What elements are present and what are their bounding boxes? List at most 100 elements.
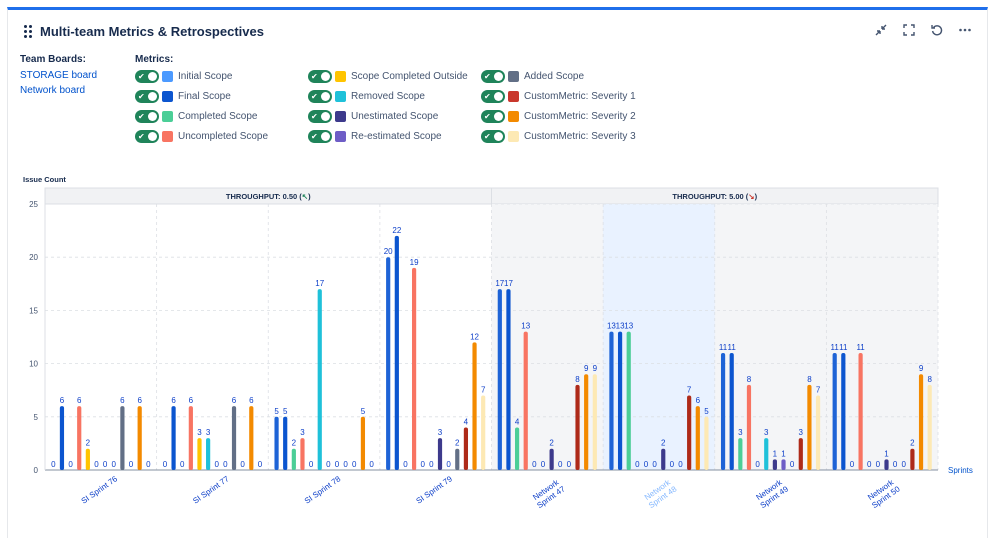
color-swatch (335, 90, 346, 102)
bar (815, 395, 821, 470)
data-label: 0 (352, 460, 357, 469)
bar (437, 438, 443, 470)
bar (188, 406, 193, 470)
data-label: 0 (652, 460, 657, 469)
refresh-icon[interactable] (929, 22, 945, 38)
trend-up-icon: ↖ (302, 192, 308, 201)
data-label: 3 (764, 428, 769, 437)
data-label: 0 (558, 460, 563, 469)
data-label: 9 (919, 364, 924, 373)
fullscreen-icon[interactable] (901, 22, 917, 38)
toggle-switch[interactable]: ✔ (481, 69, 505, 83)
toggle-switch[interactable]: ✔ (135, 69, 159, 83)
toggle-switch[interactable]: ✔ (135, 129, 159, 143)
y-tick-label: 10 (29, 360, 38, 369)
bar (171, 406, 176, 470)
data-label: 2 (86, 439, 91, 448)
bar (497, 289, 502, 470)
metric-label: CustomMetric: Severity 3 (524, 130, 636, 142)
bar (523, 331, 528, 470)
toggle-switch[interactable]: ✔ (481, 129, 505, 143)
bar (695, 406, 700, 470)
data-label: 3 (300, 428, 305, 437)
data-label: 5 (274, 407, 279, 416)
bar (764, 438, 769, 470)
data-label: 2 (661, 439, 666, 448)
color-swatch (335, 110, 346, 122)
color-swatch (162, 130, 173, 142)
trend-down-icon: ↘ (748, 192, 754, 201)
data-label: 8 (747, 375, 752, 384)
data-label: 0 (146, 460, 151, 469)
toggle-switch[interactable]: ✔ (308, 89, 332, 103)
team-boards-label: Team Boards: (20, 54, 86, 65)
more-icon[interactable] (957, 22, 973, 38)
data-label: 1 (773, 449, 778, 458)
toggle-switch[interactable]: ✔ (481, 109, 505, 123)
bar (549, 448, 554, 470)
toggle-switch[interactable]: ✔ (481, 89, 505, 103)
data-label: 0 (403, 460, 408, 469)
bar (317, 289, 322, 470)
bar (291, 448, 296, 470)
toggle-switch[interactable]: ✔ (308, 69, 332, 83)
data-label: 9 (584, 364, 589, 373)
data-label: 4 (464, 417, 469, 426)
bar (197, 438, 202, 470)
drag-handle-icon[interactable] (24, 25, 34, 39)
data-label: 0 (343, 460, 348, 469)
data-label: 4 (515, 417, 520, 426)
metric-label: Final Scope (178, 90, 231, 102)
color-swatch (508, 130, 519, 142)
data-label: 13 (624, 322, 633, 331)
metric-toggle-item: ✔ Uncompleted Scope (135, 129, 308, 143)
bar (927, 384, 932, 470)
throughput-label: THROUGHPUT: 5.00 (↘) (672, 192, 757, 201)
data-label: 0 (429, 460, 434, 469)
toggle-switch[interactable]: ✔ (135, 89, 159, 103)
metric-toggle-item: ✔ Final Scope (135, 89, 308, 103)
bar (137, 406, 142, 470)
data-label: 3 (438, 428, 443, 437)
toggle-switch[interactable]: ✔ (135, 109, 159, 123)
metric-label: CustomMetric: Severity 2 (524, 110, 636, 122)
x-tick-label: NetworkSprint 48 (642, 477, 679, 510)
bar (274, 416, 279, 470)
bar (807, 384, 812, 470)
bar (841, 352, 846, 470)
bar (85, 448, 90, 470)
metric-toggle-item: ✔ Removed Scope (308, 89, 481, 103)
toggle-switch[interactable]: ✔ (308, 109, 332, 123)
metric-toggle-item: ✔ CustomMetric: Severity 3 (481, 129, 641, 143)
data-label: 6 (232, 396, 237, 405)
x-tick-label: NetworkSprint 49 (753, 477, 790, 510)
toggle-switch[interactable]: ✔ (308, 129, 332, 143)
data-label: 8 (927, 375, 932, 384)
data-label: 6 (137, 396, 142, 405)
data-label: 0 (258, 460, 263, 469)
bar (798, 438, 803, 470)
bar (283, 416, 288, 470)
data-label: 0 (755, 460, 760, 469)
data-label: 0 (678, 460, 683, 469)
data-label: 17 (315, 279, 324, 288)
data-label: 6 (189, 396, 194, 405)
data-label: 0 (68, 460, 73, 469)
board-link-storage[interactable]: STORAGE board (20, 70, 98, 81)
data-label: 8 (575, 375, 580, 384)
metrics-label: Metrics: (135, 54, 174, 65)
data-label: 0 (369, 460, 374, 469)
color-swatch (508, 90, 519, 102)
data-label: 1 (781, 449, 786, 458)
data-label: 6 (171, 396, 176, 405)
metric-toggle-item: ✔ Unestimated Scope (308, 109, 481, 123)
metrics-legend: Metrics: ✔ Initial Scope ✔ Scope Completed … (135, 54, 641, 143)
collapse-icon[interactable] (873, 22, 889, 38)
data-label: 0 (790, 460, 795, 469)
data-label: 11 (728, 343, 737, 352)
team-boards: Team Boards: STORAGE board Network board (20, 54, 97, 98)
data-label: 5 (283, 407, 288, 416)
data-label: 2 (292, 439, 297, 448)
board-link-network[interactable]: Network board (20, 85, 86, 96)
data-label: 0 (893, 460, 898, 469)
